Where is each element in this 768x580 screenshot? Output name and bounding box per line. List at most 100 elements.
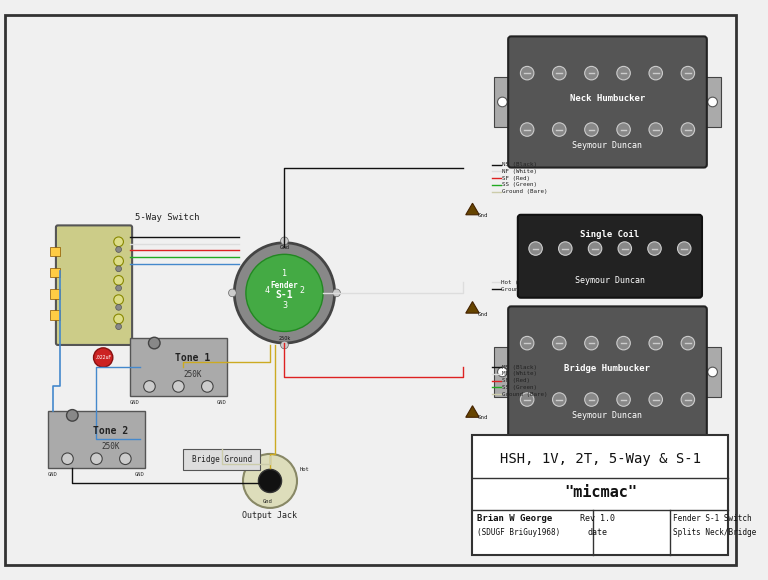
Circle shape [552, 336, 566, 350]
Polygon shape [465, 203, 479, 215]
Bar [494, 347, 511, 397]
Text: Bridge Humbucker: Bridge Humbucker [564, 364, 650, 373]
Text: Fender: Fender [270, 281, 298, 290]
Text: HSH, 1V, 2T, 5-Way & S-1: HSH, 1V, 2T, 5-Way & S-1 [500, 452, 700, 466]
Circle shape [67, 409, 78, 421]
Circle shape [558, 242, 572, 255]
Bar [50, 246, 60, 256]
Circle shape [498, 97, 507, 107]
Circle shape [173, 380, 184, 392]
Text: NS (Black): NS (Black) [502, 162, 538, 167]
FancyBboxPatch shape [508, 37, 707, 168]
Text: SS (Green): SS (Green) [502, 182, 538, 187]
Text: Seymour Duncan: Seymour Duncan [572, 142, 643, 150]
Text: 250K: 250K [184, 369, 202, 379]
Text: Seymour Duncan: Seymour Duncan [575, 277, 645, 285]
Text: Gnd: Gnd [478, 415, 488, 420]
Text: Brian W George: Brian W George [478, 514, 552, 523]
Circle shape [94, 348, 113, 367]
Text: Output Jack: Output Jack [243, 510, 297, 520]
Bar [704, 77, 721, 127]
Text: Hot (White): Hot (White) [502, 280, 540, 285]
Circle shape [584, 336, 598, 350]
Text: Tone 1: Tone 1 [175, 353, 210, 364]
Circle shape [114, 295, 124, 304]
Text: Ground (Black): Ground (Black) [502, 287, 551, 292]
Bar [50, 289, 60, 299]
FancyBboxPatch shape [508, 306, 707, 437]
Circle shape [116, 324, 121, 329]
Circle shape [114, 237, 124, 246]
Circle shape [61, 453, 73, 465]
Text: 5-Way Switch: 5-Way Switch [135, 213, 200, 222]
Bar [704, 347, 721, 397]
Circle shape [258, 469, 282, 492]
Polygon shape [465, 302, 479, 313]
Circle shape [617, 66, 631, 80]
Text: Gnd: Gnd [280, 245, 290, 250]
Circle shape [649, 123, 663, 136]
Circle shape [681, 66, 694, 80]
Circle shape [584, 66, 598, 80]
Text: MF (White): MF (White) [502, 371, 538, 376]
Circle shape [91, 453, 102, 465]
Circle shape [529, 242, 542, 255]
Circle shape [120, 453, 131, 465]
Bar [48, 411, 144, 469]
Circle shape [243, 454, 297, 508]
Circle shape [521, 123, 534, 136]
Text: Fender S-1 Switch: Fender S-1 Switch [673, 514, 752, 523]
Circle shape [681, 123, 694, 136]
Text: Gnd: Gnd [478, 311, 488, 317]
Text: 4: 4 [265, 286, 270, 295]
Text: (SDUGF BriGuy1968): (SDUGF BriGuy1968) [478, 528, 561, 537]
Circle shape [229, 289, 237, 297]
Text: GND: GND [135, 472, 144, 477]
Text: Tone 2: Tone 2 [93, 426, 128, 436]
Circle shape [649, 336, 663, 350]
Text: Gnd: Gnd [263, 499, 272, 504]
Circle shape [552, 393, 566, 407]
Circle shape [116, 246, 121, 252]
Circle shape [617, 393, 631, 407]
Circle shape [144, 380, 155, 392]
Text: 250K: 250K [101, 442, 120, 451]
Circle shape [521, 336, 534, 350]
Text: MS (Black): MS (Black) [502, 365, 538, 369]
Circle shape [584, 393, 598, 407]
Text: 1: 1 [282, 269, 287, 278]
Text: GND: GND [130, 400, 140, 405]
Text: GND: GND [217, 400, 227, 405]
Circle shape [584, 123, 598, 136]
Circle shape [521, 393, 534, 407]
Text: SF (Red): SF (Red) [502, 176, 531, 180]
Circle shape [617, 123, 631, 136]
Circle shape [333, 289, 340, 297]
Circle shape [246, 254, 323, 331]
Text: 2: 2 [300, 286, 304, 295]
Circle shape [588, 242, 602, 255]
Circle shape [677, 242, 691, 255]
Text: "micmac": "micmac" [564, 485, 637, 500]
Circle shape [114, 256, 124, 266]
Circle shape [618, 242, 631, 255]
Circle shape [521, 66, 534, 80]
Text: Hot: Hot [300, 467, 310, 472]
Polygon shape [465, 406, 479, 417]
Bar [472, 434, 728, 555]
Circle shape [114, 276, 124, 285]
Circle shape [280, 341, 288, 349]
Circle shape [647, 242, 661, 255]
Bar [50, 310, 60, 320]
Bar [131, 338, 227, 396]
Circle shape [280, 237, 288, 245]
Circle shape [148, 337, 160, 349]
Text: Ground (Bare): Ground (Bare) [502, 189, 548, 194]
Circle shape [681, 393, 694, 407]
Circle shape [708, 367, 717, 377]
Text: 250k: 250k [278, 336, 290, 340]
Text: SF (Red): SF (Red) [502, 378, 531, 383]
Circle shape [116, 285, 121, 291]
Text: Ground (Bare): Ground (Bare) [502, 392, 548, 397]
FancyBboxPatch shape [56, 226, 132, 345]
